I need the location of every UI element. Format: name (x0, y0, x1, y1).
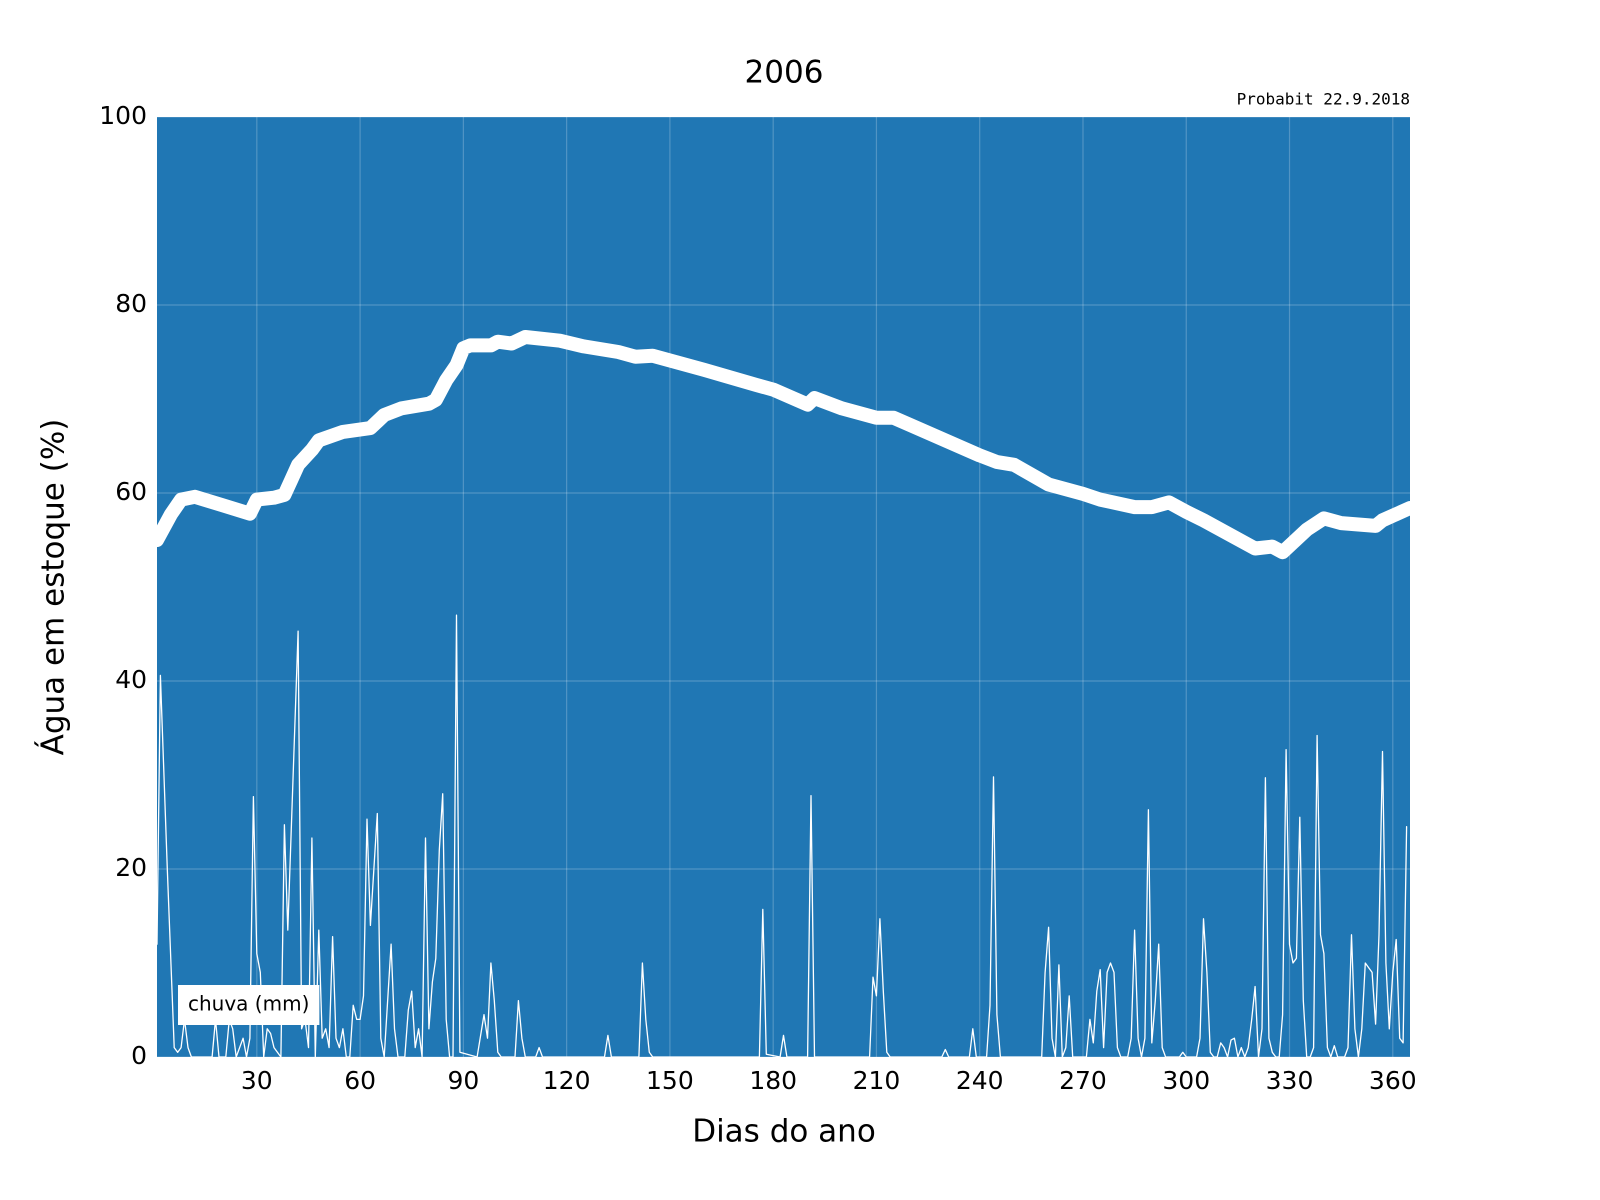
x-tick-label: 90 (447, 1066, 479, 1095)
data-line (157, 330, 1410, 560)
x-tick-label: 330 (1266, 1066, 1314, 1095)
x-axis-label: Dias do ano (692, 1114, 876, 1150)
annotation: Probabit 22.9.2018 (1237, 90, 1410, 109)
chart-title: 2006 (745, 55, 824, 91)
y-tick-label: 80 (115, 289, 147, 318)
x-tick-label: 180 (749, 1066, 797, 1095)
x-tick-label: 210 (853, 1066, 901, 1095)
y-axis-label: Água em estoque (%) (36, 419, 72, 756)
plot-area (157, 117, 1410, 1057)
y-tick-label: 20 (115, 853, 147, 882)
legend-box (178, 985, 320, 1025)
y-tick-label: 40 (115, 665, 147, 694)
x-tick-label: 270 (1059, 1066, 1107, 1095)
data-line (157, 614, 1408, 1057)
x-tick-label: 120 (543, 1066, 591, 1095)
x-tick-label: 30 (241, 1066, 273, 1095)
x-tick-label: 60 (344, 1066, 376, 1095)
y-tick-label: 60 (115, 477, 147, 506)
y-tick-label: 0 (131, 1041, 147, 1070)
x-tick-label: 150 (646, 1066, 694, 1095)
x-tick-label: 300 (1162, 1066, 1210, 1095)
x-tick-label: 240 (956, 1066, 1004, 1095)
y-tick-label: 100 (99, 101, 147, 130)
x-tick-label: 360 (1369, 1066, 1417, 1095)
legend-label: chuva (mm) (188, 992, 309, 1016)
